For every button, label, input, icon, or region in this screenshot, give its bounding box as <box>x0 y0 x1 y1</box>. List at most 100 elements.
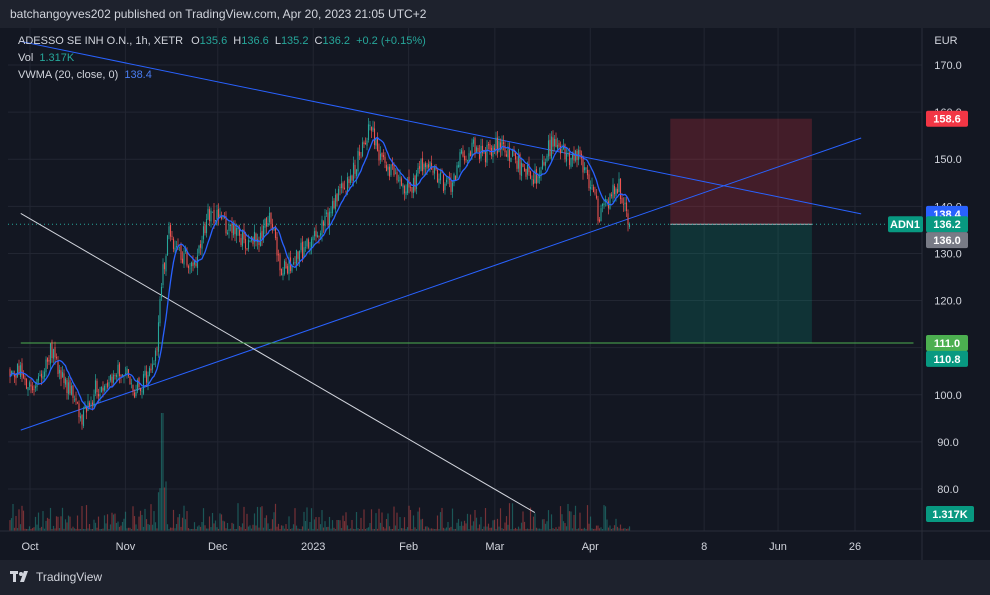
volume-bar <box>193 522 196 531</box>
candle-body <box>372 127 374 131</box>
candle-body <box>265 217 268 227</box>
candle-body <box>114 375 116 376</box>
symbol-tag-box <box>888 216 923 233</box>
candle-body <box>447 177 449 180</box>
volume-bar <box>483 526 485 531</box>
candle-body <box>157 322 160 352</box>
candle-body <box>79 416 82 419</box>
volume-bar <box>202 508 205 531</box>
volume-bar <box>397 528 400 531</box>
candle-body <box>613 185 616 195</box>
candle-body <box>34 386 37 389</box>
candle-body <box>343 187 346 190</box>
volume-bar <box>369 523 371 531</box>
candle-body <box>190 262 193 267</box>
volume-bar <box>24 528 26 531</box>
volume-bar <box>354 528 356 531</box>
candle-body <box>361 142 364 157</box>
price-axis[interactable]: EUR80.090.0100.0110.0120.0130.0140.0150.… <box>921 28 962 560</box>
volume-bar <box>358 528 361 531</box>
candle-body <box>141 391 143 393</box>
chart-frame[interactable]: EUR80.090.0100.0110.0120.0130.0140.0150.… <box>0 28 990 560</box>
volume-bar <box>88 524 91 531</box>
volume-bar <box>19 524 22 531</box>
candle-body <box>387 166 389 170</box>
volume-bar <box>465 523 467 531</box>
candle-body <box>193 260 196 265</box>
candle-body <box>397 180 400 181</box>
candle-body <box>363 142 365 145</box>
candle-body <box>331 201 334 214</box>
candle-body <box>295 249 298 265</box>
volume-bar <box>315 517 317 531</box>
candle-body <box>442 174 445 192</box>
volume-bar <box>622 528 625 531</box>
volume-bar <box>328 516 331 531</box>
volume-bar <box>498 526 500 531</box>
volume-bar <box>573 514 575 531</box>
volume-bar <box>504 522 506 531</box>
volume-bar <box>199 526 202 531</box>
candle-body <box>178 246 181 248</box>
candle-body <box>31 386 34 391</box>
volume-bar <box>435 528 437 531</box>
volume-bar <box>423 528 425 531</box>
candle-body <box>201 240 203 249</box>
volume-bar <box>352 528 355 531</box>
candle-body <box>418 166 421 169</box>
volume-bar <box>445 527 448 531</box>
tradingview-logo[interactable]: TradingView <box>10 570 102 584</box>
volume-bar <box>618 528 620 531</box>
price-chart[interactable]: EUR80.090.0100.0110.0120.0130.0140.0150.… <box>0 28 990 560</box>
candle-body <box>253 231 256 243</box>
candle-body <box>325 212 328 214</box>
volume-bar <box>114 513 116 531</box>
candle-body <box>370 126 373 131</box>
volume-bar <box>205 528 208 531</box>
volume-bar <box>550 514 553 531</box>
volume-bar <box>451 508 454 531</box>
volume-bar <box>300 528 302 531</box>
candle-body <box>199 244 202 248</box>
candle-body <box>321 219 323 236</box>
candle-body <box>10 371 13 376</box>
volume-bar <box>147 524 149 531</box>
y-tick-label: 120.0 <box>934 296 962 308</box>
volume-bar <box>523 521 526 531</box>
candle-body <box>277 254 280 256</box>
volume-bar <box>540 528 542 531</box>
candle-body <box>373 128 376 146</box>
volume-bar <box>567 503 569 531</box>
volume-bar <box>561 514 563 531</box>
candle-body <box>585 167 587 170</box>
candle-body <box>109 374 112 381</box>
volume-bar <box>174 528 176 531</box>
candle-body <box>394 172 397 174</box>
candle-body <box>496 137 499 154</box>
candle-body <box>541 160 544 169</box>
candle-body <box>619 178 622 200</box>
candle-body <box>601 203 604 206</box>
candle-body <box>219 214 221 217</box>
volume-bar <box>175 524 178 531</box>
candle-body <box>163 262 166 270</box>
volume-bar <box>241 523 244 531</box>
volume-bar <box>30 528 32 531</box>
volume-bar <box>562 521 565 531</box>
volume-bar <box>600 527 602 531</box>
volume-bar <box>211 512 214 531</box>
candle-body <box>558 143 560 147</box>
price-tag-111-0: 111.0 <box>934 338 960 350</box>
candle-body <box>544 161 547 166</box>
candle-body <box>486 144 488 163</box>
candle-body <box>463 155 466 161</box>
candle-body <box>238 227 241 236</box>
volume-bar <box>349 528 352 531</box>
volume-bar <box>244 529 247 531</box>
volume-bar <box>313 519 316 531</box>
candle-body <box>117 364 119 374</box>
candle-body <box>228 224 230 231</box>
volume-bar <box>258 527 260 531</box>
volume-bar <box>255 525 257 531</box>
time-axis[interactable]: Oct Nov Dec 2023 Feb Mar Apr 8 Jun 26 <box>0 530 990 553</box>
